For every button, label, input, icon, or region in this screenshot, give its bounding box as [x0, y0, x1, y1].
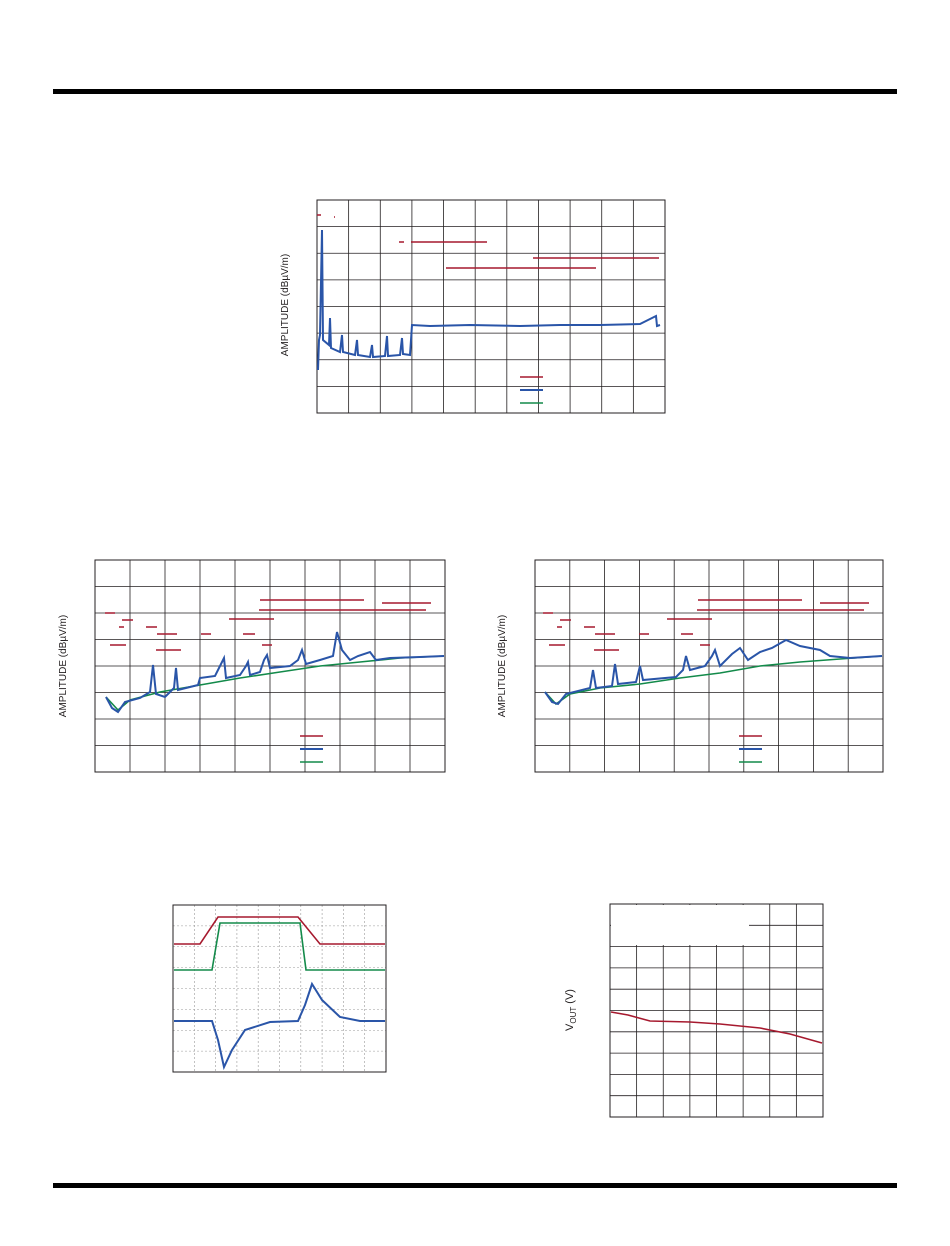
plot-frame — [534, 559, 884, 773]
plot-frame — [609, 903, 824, 1118]
plot-frame — [94, 559, 446, 773]
plot-frame — [316, 199, 666, 414]
average-trace — [105, 655, 445, 712]
emission-trace — [317, 229, 661, 371]
input-trace — [174, 916, 385, 945]
output-trace — [174, 981, 385, 1071]
bottom-rule — [53, 1183, 897, 1188]
annotation-area — [611, 905, 749, 945]
chart-1: AMPLITUDE (dBµV/m) — [280, 199, 666, 414]
chart-5: VOUT (V) — [564, 903, 824, 1118]
label-sub: OUT — [569, 1007, 578, 1024]
y-axis-label: AMPLITUDE (dBµV/m) — [58, 615, 69, 717]
limit-lines — [543, 599, 869, 651]
label-main: V — [564, 1023, 576, 1031]
chart-3: AMPLITUDE (dBµV/m) — [497, 559, 884, 773]
grid — [535, 560, 883, 772]
grid — [173, 905, 386, 1072]
enable-trace — [174, 922, 385, 971]
chart-4 — [172, 904, 387, 1073]
peak-trace — [105, 631, 445, 714]
label-rest: (V) — [564, 989, 576, 1007]
chart-2: AMPLITUDE (dBµV/m) — [58, 559, 446, 773]
grid — [317, 200, 665, 413]
top-rule — [53, 89, 897, 94]
vout-curve — [610, 1011, 823, 1044]
y-axis-label: AMPLITUDE (dBµV/m) — [497, 615, 508, 717]
limit-lines — [317, 214, 659, 269]
peak-trace — [544, 638, 883, 706]
limit-lines — [105, 599, 431, 651]
y-axis-label: VOUT (V) — [564, 989, 578, 1031]
y-axis-label: AMPLITUDE (dBµV/m) — [280, 254, 291, 356]
plot-frame — [172, 904, 387, 1073]
average-trace — [544, 655, 883, 706]
